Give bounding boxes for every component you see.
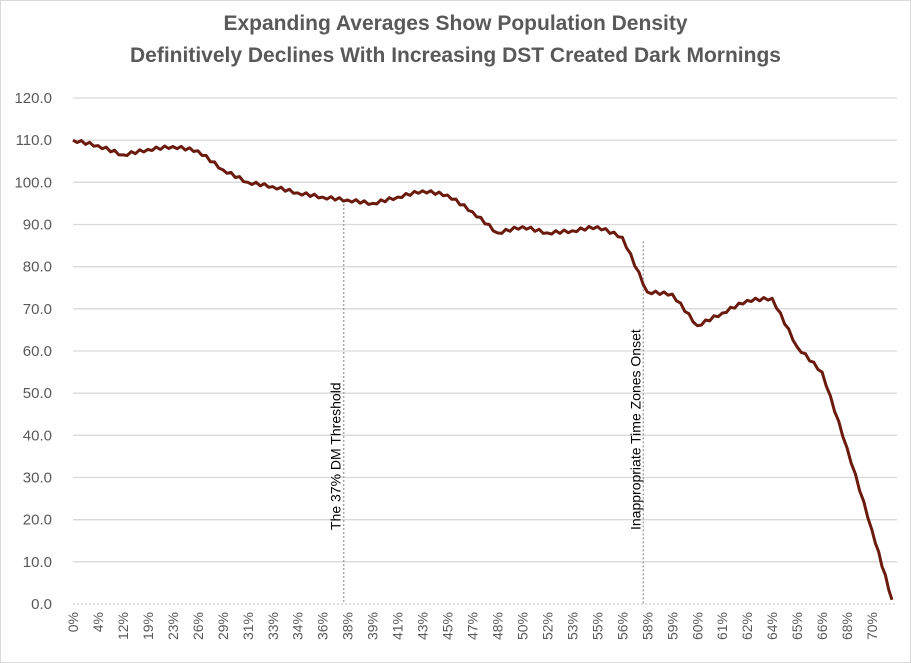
y-tick-label: 80.0 bbox=[23, 259, 52, 276]
x-tick-label: 31% bbox=[240, 612, 256, 640]
x-tick-label: 23% bbox=[165, 612, 181, 640]
x-tick-label: 12% bbox=[115, 612, 131, 640]
y-tick-label: 20.0 bbox=[23, 512, 52, 529]
x-tick-label: 39% bbox=[365, 612, 381, 640]
x-tick-label: 47% bbox=[465, 612, 481, 640]
x-tick-label: 58% bbox=[639, 612, 655, 640]
annotation-label: Inappropriate Time Zones Onset bbox=[627, 329, 643, 530]
x-tick-label: 50% bbox=[514, 612, 530, 640]
x-tick-label: 36% bbox=[315, 612, 331, 640]
x-tick-label: 52% bbox=[539, 612, 555, 640]
y-tick-label: 120.0 bbox=[14, 90, 52, 107]
x-tick-label: 33% bbox=[265, 612, 281, 640]
x-tick-label: 43% bbox=[415, 612, 431, 640]
x-tick-label: 19% bbox=[140, 612, 156, 640]
x-tick-label: 48% bbox=[489, 612, 505, 640]
x-tick-label: 41% bbox=[390, 612, 406, 640]
y-tick-label: 100.0 bbox=[14, 174, 52, 191]
x-tick-label: 70% bbox=[864, 612, 880, 640]
x-tick-label: 60% bbox=[689, 612, 705, 640]
y-tick-label: 60.0 bbox=[23, 343, 52, 360]
y-tick-label: 70.0 bbox=[23, 301, 52, 318]
x-tick-label: 66% bbox=[814, 612, 830, 640]
y-tick-label: 30.0 bbox=[23, 470, 52, 487]
chart-title-line-2: Definitively Declines With Increasing DS… bbox=[130, 44, 781, 67]
x-tick-label: 53% bbox=[564, 612, 580, 640]
x-tick-label: 64% bbox=[764, 612, 780, 640]
y-tick-label: 40.0 bbox=[23, 427, 52, 444]
x-tick-label: 4% bbox=[90, 612, 106, 632]
x-tick-label: 38% bbox=[340, 612, 356, 640]
y-tick-label: 10.0 bbox=[23, 554, 52, 571]
x-tick-label: 0% bbox=[65, 612, 81, 632]
y-tick-label: 90.0 bbox=[23, 217, 52, 234]
y-tick-label: 50.0 bbox=[23, 385, 52, 402]
annotation-label: The 37% DM Threshold bbox=[328, 382, 344, 530]
x-tick-label: 55% bbox=[589, 612, 605, 640]
x-tick-label: 59% bbox=[664, 612, 680, 640]
x-tick-label: 68% bbox=[839, 612, 855, 640]
x-tick-label: 34% bbox=[290, 612, 306, 640]
x-tick-label: 56% bbox=[614, 612, 630, 640]
x-tick-label: 61% bbox=[714, 612, 730, 640]
x-tick-label: 62% bbox=[739, 612, 755, 640]
x-tick-label: 29% bbox=[215, 612, 231, 640]
x-tick-label: 45% bbox=[440, 612, 456, 640]
y-tick-label: 0.0 bbox=[31, 596, 52, 613]
y-tick-label: 110.0 bbox=[16, 132, 52, 149]
chart-title-line-1: Expanding Averages Show Population Densi… bbox=[223, 12, 688, 35]
x-tick-label: 26% bbox=[190, 612, 206, 640]
series-line bbox=[72, 138, 894, 601]
x-tick-label: 65% bbox=[789, 612, 805, 640]
